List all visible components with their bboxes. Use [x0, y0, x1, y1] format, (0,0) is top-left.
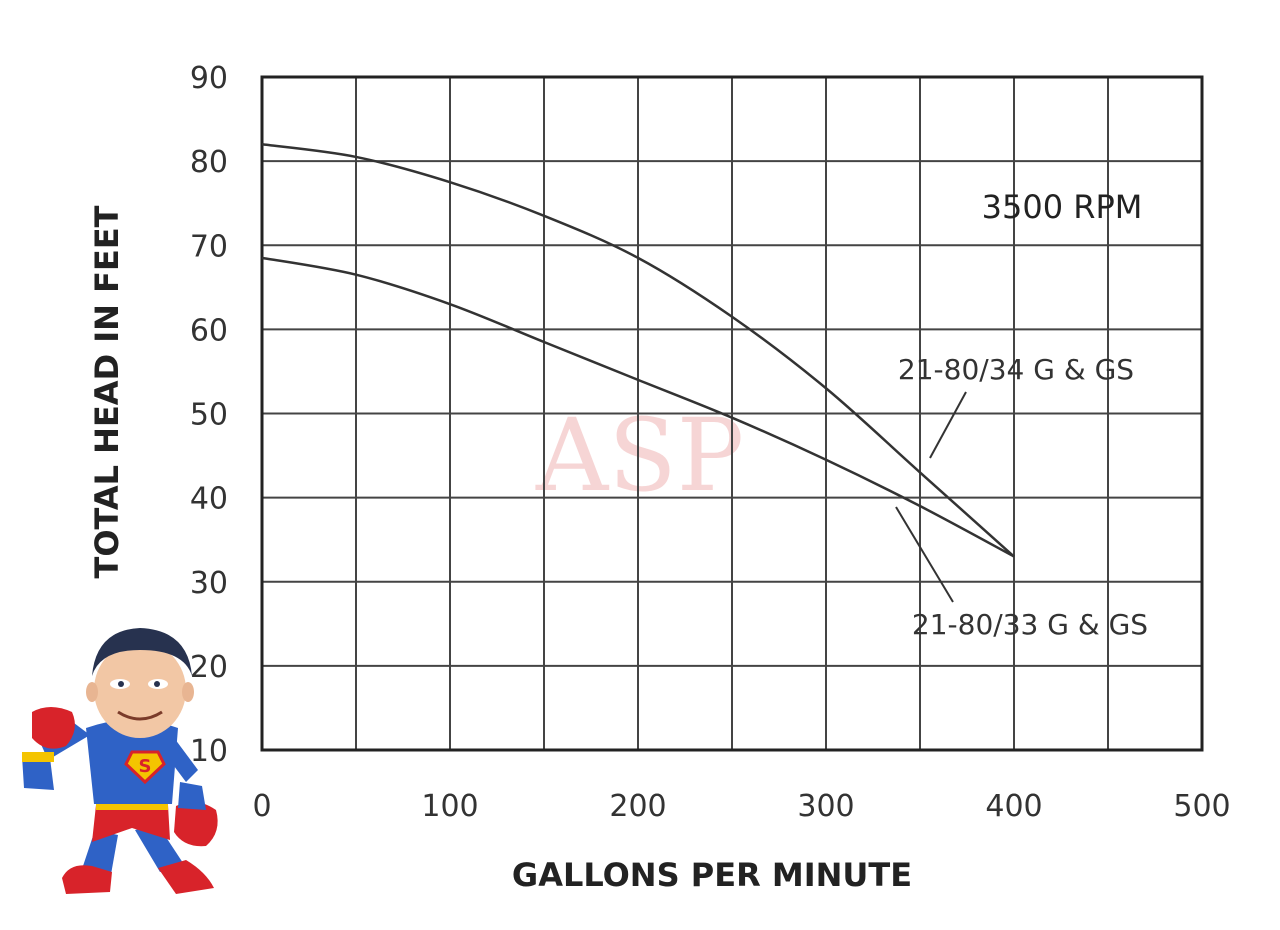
y-tick-label-20: 20 [190, 650, 228, 685]
series-label-21-80-34: 21-80/34 G & GS [898, 353, 1134, 386]
y-tick-labels: 10 20 30 40 50 60 70 80 90 [190, 61, 228, 769]
x-tick-label-500: 500 [1173, 789, 1230, 824]
series-line-0 [261, 143, 1015, 558]
series-line-1 [261, 256, 1015, 558]
series-label-21-80-33: 21-80/33 G & GS [912, 608, 1148, 641]
watermark-text: ASP [535, 397, 744, 514]
series-curves [261, 143, 1015, 558]
y-axis-title: TOTAL HEAD IN FEET [88, 205, 126, 578]
x-tick-label-400: 400 [985, 789, 1042, 824]
x-tick-label-100: 100 [421, 789, 478, 824]
rpm-annotation: 3500 RPM [982, 188, 1143, 226]
x-tick-label-200: 200 [609, 789, 666, 824]
leader-line-series-2 [895, 506, 954, 603]
x-tick-label-0: 0 [252, 789, 271, 824]
y-tick-label-70: 70 [190, 229, 228, 264]
y-tick-label-60: 60 [190, 313, 228, 348]
plot-frame [260, 75, 1204, 752]
leader-line-series-1 [929, 391, 967, 459]
y-tick-label-50: 50 [190, 398, 228, 433]
x-axis-title: GALLONS PER MINUTE [512, 856, 912, 894]
superhero-mascot: S [22, 628, 218, 894]
x-tick-label-300: 300 [797, 789, 854, 824]
y-tick-label-10: 10 [190, 734, 228, 769]
grid [262, 77, 1202, 750]
y-tick-label-40: 40 [190, 482, 228, 517]
y-tick-label-30: 30 [190, 566, 228, 601]
y-tick-label-80: 80 [190, 145, 228, 180]
svg-text:S: S [139, 756, 152, 777]
x-tick-labels: 0 100 200 300 400 500 [252, 789, 1230, 824]
y-tick-label-90: 90 [190, 61, 228, 96]
